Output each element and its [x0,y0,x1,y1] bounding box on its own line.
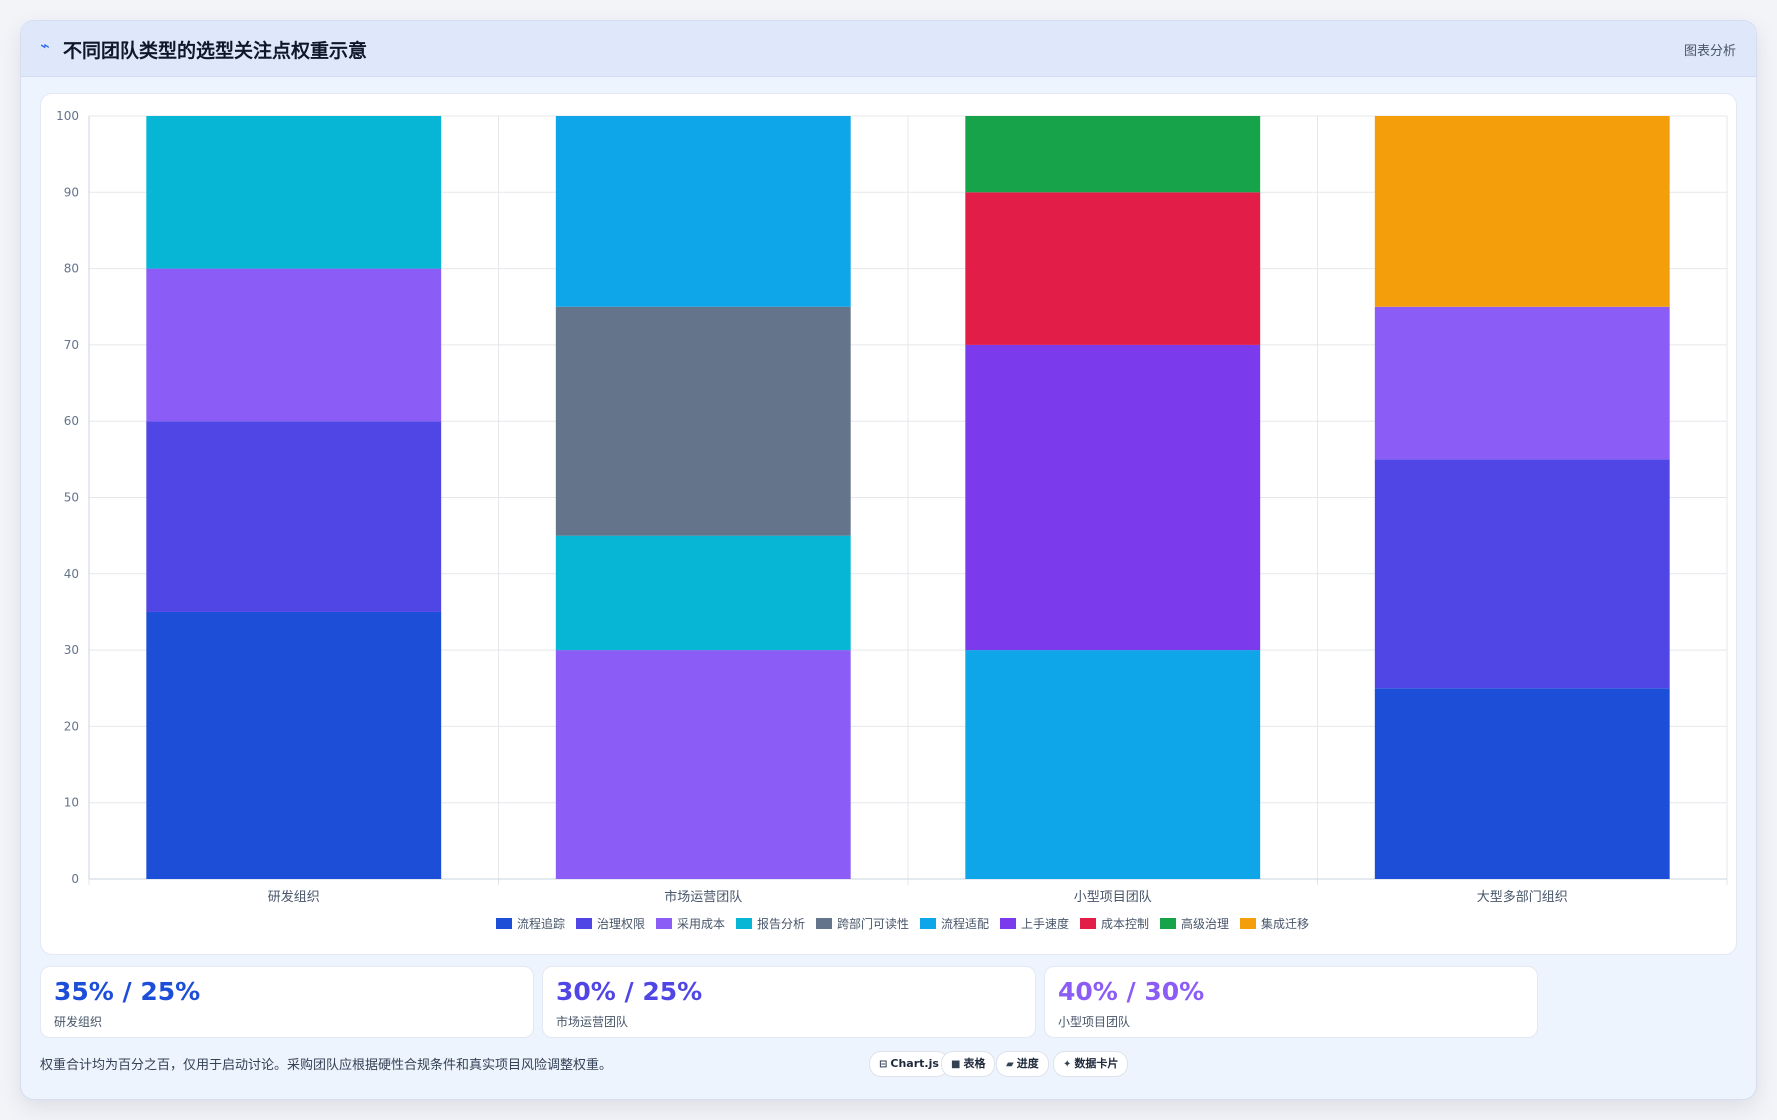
legend-swatch [1160,918,1176,929]
bar-segment [965,192,1261,345]
stacked-bar-chart: 0 10 20 30 40 50 60 70 80 90 100 研发组织 市场运营团队 小型项目团队 大型… [56,109,1728,931]
bar-segment [146,611,442,879]
data-card-pill[interactable]: ✦ 数据卡片 [1053,1051,1129,1077]
bar-segment [555,535,851,651]
line-chart-icon: ⌁ [40,36,50,55]
chart-analysis-tag[interactable]: 图表分析 [1683,44,1736,59]
x-tick-label: 小型项目团队 [1074,890,1152,905]
pill-label: 进度 [1016,1057,1039,1070]
legend-label: 报告分析 [757,916,805,931]
stat-label: 研发组织 [54,1015,103,1029]
sparkle-icon: ✦ [1063,1059,1072,1070]
card-title: 不同团队类型的选型关注点权重示意 [63,40,368,62]
legend-label: 上手速度 [1021,916,1069,931]
bar-segment [1374,116,1670,307]
legend-label: 高级治理 [1181,916,1229,931]
legend-label: 流程追踪 [517,916,565,931]
chart-icon: ⊟ [879,1059,888,1070]
pill-label: 表格 [963,1057,986,1070]
legend-label: 采用成本 [677,917,725,931]
legend-swatch [656,918,672,929]
y-tick-label: 10 [64,796,79,810]
legend-label: 集成迁移 [1261,916,1309,931]
bar-segment [1374,459,1670,689]
stat-label: 小型项目团队 [1058,1015,1131,1029]
bar-segment [965,344,1261,651]
y-tick-label: 30 [64,643,79,657]
table-icon: ■ [951,1059,961,1070]
stat-value: 40% / 30% [1058,977,1205,1006]
x-tick-label: 研发组织 [268,889,320,905]
legend-label: 跨部门可读性 [837,916,909,931]
legend-swatch [1080,918,1096,929]
legend-swatch [1000,918,1016,929]
bar-segment [1374,306,1670,460]
y-tick-label: 70 [64,338,79,352]
bar-segment [1374,688,1670,879]
legend-label: 成本控制 [1101,917,1149,931]
y-tick-label: 50 [64,491,79,505]
bar-segment [146,116,442,269]
y-tick-label: 90 [64,185,79,199]
y-tick-label: 80 [64,262,79,276]
legend-swatch [736,918,752,929]
legend-label: 治理权限 [597,917,645,931]
stat-card-marketing: 30% / 25% 市场运营团队 [542,966,1036,1038]
footnote: 权重合计均为百分之百，仅用于启动讨论。采购团队应根据硬性合规条件和真实项目风险调… [40,1058,613,1073]
stat-card-rd: 35% / 25% 研发组织 [40,966,534,1038]
y-tick-label: 100 [56,109,79,123]
legend-swatch [816,918,832,929]
pill-label: 数据卡片 [1074,1057,1119,1070]
progress-pill[interactable]: ▰ 进度 [996,1051,1049,1077]
legend-label: 流程适配 [941,916,989,931]
bar-segment [965,116,1261,193]
x-tick-label: 大型多部门组织 [1477,889,1568,905]
legend-swatch [576,918,592,929]
y-tick-label: 40 [64,567,79,581]
chartjs-pill[interactable]: ⊟ Chart.js [869,1051,949,1077]
stat-value: 30% / 25% [556,977,703,1006]
y-tick-label: 60 [64,414,79,428]
bar-segment [965,650,1261,879]
legend-swatch [1240,918,1256,929]
bar-segment [146,268,442,422]
bar-segment [555,306,851,536]
legend-swatch [496,918,512,929]
bar-segment [555,116,851,307]
y-tick-label: 20 [64,719,79,733]
progress-icon: ▰ [1006,1059,1014,1070]
stat-label: 市场运营团队 [556,1015,629,1029]
stat-value: 35% / 25% [54,977,201,1006]
x-tick-label: 市场运营团队 [664,889,742,905]
bar-segment [555,650,851,879]
stat-card-small-project: 40% / 30% 小型项目团队 [1044,966,1538,1038]
card-header: ⌁ 不同团队类型的选型关注点权重示意 图表分析 [21,21,1756,77]
table-pill[interactable]: ■ 表格 [941,1051,996,1077]
pill-label: Chart.js [890,1057,939,1070]
bar-segment [146,421,442,612]
legend-swatch [920,918,936,929]
y-tick-label: 0 [71,872,79,886]
chart-panel: 0 10 20 30 40 50 60 70 80 90 100 研发组织 市场运营团队 小型项目团队 大型… [40,93,1737,955]
chart-card: ⌁ 不同团队类型的选型关注点权重示意 图表分析 0 10 20 30 40 50 60 70 8… [20,20,1757,1100]
